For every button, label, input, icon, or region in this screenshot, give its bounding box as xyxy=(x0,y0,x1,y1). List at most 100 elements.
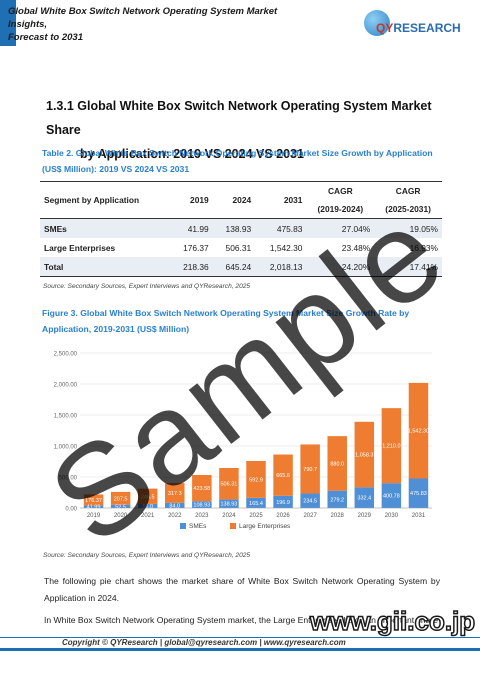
cell-segment: Total xyxy=(40,257,171,277)
cell-2024: 138.93 xyxy=(212,218,256,238)
cell-2019: 218.36 xyxy=(170,257,213,277)
data-label-smes: 165.4 xyxy=(249,501,263,507)
cell-2019: 41.99 xyxy=(170,218,213,238)
data-label-large-enterprises: 423.58 xyxy=(193,486,210,492)
data-label-large-enterprises: 880.0 xyxy=(330,461,344,467)
header-segment: Segment by Application xyxy=(40,181,171,219)
logo-suffix: RESEARCH xyxy=(393,21,461,35)
data-label-smes: 138.93 xyxy=(221,502,238,508)
table-source: Source: Secondary Sources, Expert Interv… xyxy=(43,283,251,290)
legend-swatch xyxy=(230,523,236,529)
cell-2024: 506.31 xyxy=(225,242,252,253)
bar-large-enterprises xyxy=(110,491,131,505)
stacked-bar-chart: 0.00 500.00 1,000.00 1,500.00 2,000.00 2,500.… xyxy=(54,352,432,530)
data-label-smes: 66.0 xyxy=(142,504,153,510)
globe-icon xyxy=(364,10,390,36)
section-title: 1.3.1 Global White Box Switch Network Op… xyxy=(46,94,466,166)
bar-smes xyxy=(192,501,212,508)
header-cagr-1-range: (2019-2024) xyxy=(306,200,375,219)
x-tick-label: 2020 xyxy=(114,513,128,519)
bar-smes xyxy=(273,495,293,508)
data-label-large-enterprises: 207.5 xyxy=(114,496,128,502)
bar-smes xyxy=(110,504,131,508)
data-label-large-enterprises: 1,058.3 xyxy=(355,453,373,459)
x-tick-label: 2019 xyxy=(87,513,101,519)
legend-label: SMEs xyxy=(189,523,207,530)
bar-smes xyxy=(408,478,429,508)
table-caption-line1: Table 2. Global White Box Switch Network… xyxy=(42,148,433,158)
bar-smes xyxy=(165,502,185,508)
y-tick-label: 500.00 xyxy=(59,476,78,482)
cell-2031: 1,542.30 xyxy=(269,242,303,253)
bar-large-enterprises xyxy=(192,474,212,502)
x-tick-label: 2024 xyxy=(222,513,236,519)
cell-2031: 2,018.13 xyxy=(255,257,307,277)
y-tick-label: 1,500.00 xyxy=(54,414,78,420)
header-2024: 2024 xyxy=(212,181,256,219)
legend-swatch xyxy=(180,523,186,529)
x-tick-label: 2022 xyxy=(168,513,182,519)
bar-smes xyxy=(83,505,104,508)
section-title-line1: 1.3.1 Global White Box Switch Network Op… xyxy=(46,99,432,137)
header-accent-stripe xyxy=(0,0,16,46)
x-tick-label: 2028 xyxy=(331,513,345,519)
cell-cagr-1: 23.48% xyxy=(341,242,371,253)
table-row: SMEs 41.99 138.93 475.83 27.04% 19.05% xyxy=(40,218,442,238)
x-tick-label: 2030 xyxy=(385,513,399,519)
bar-large-enterprises xyxy=(273,454,293,496)
header-cagr-2-range: (2025-2031) xyxy=(374,200,442,219)
report-title-line2: Forecast to 2031 xyxy=(8,32,83,43)
section-title-line2: by Application: 2019 VS 2024 VS 2031 xyxy=(80,147,304,161)
bar-large-enterprises xyxy=(408,382,429,479)
data-label-large-enterprises: 176.37 xyxy=(85,498,102,504)
figure-source: Source: Secondary Sources, Expert Interv… xyxy=(43,552,251,559)
header-cagr-2: CAGR xyxy=(374,181,442,200)
x-tick-label: 2029 xyxy=(358,513,372,519)
bar-smes xyxy=(354,487,375,508)
data-label-large-enterprises: 1,542.30 xyxy=(408,429,429,435)
data-label-smes: 108.93 xyxy=(193,503,210,509)
table-caption: Table 2. Global White Box Switch Network… xyxy=(42,145,442,177)
report-title: Global White Box Switch Network Operatin… xyxy=(8,5,318,44)
bar-large-enterprises xyxy=(381,408,402,484)
header-cagr-1: CAGR xyxy=(306,181,375,200)
data-label-smes: 234.5 xyxy=(303,499,317,505)
cell-cagr-1: 24.20% xyxy=(306,257,375,277)
bar-large-enterprises xyxy=(300,444,320,494)
bar-large-enterprises xyxy=(165,483,185,503)
bar-large-enterprises xyxy=(83,494,104,506)
cell-segment: SMEs xyxy=(40,218,171,238)
data-label-smes: 279.2 xyxy=(330,497,344,503)
logo-prefix: QY xyxy=(376,21,394,35)
cell-cagr-2: 17.41% xyxy=(374,257,442,277)
x-tick-label: 2027 xyxy=(303,513,317,519)
footer-divider xyxy=(0,637,480,638)
paragraph-pie-intro: The following pie chart shows the market… xyxy=(44,576,440,603)
cell-cagr-2: 16.93% xyxy=(409,242,438,253)
cell-segment: Large Enterprises xyxy=(44,242,116,253)
data-label-smes: 196.9 xyxy=(276,500,290,506)
header-2019: 2019 xyxy=(170,181,213,219)
data-label-large-enterprises: 246.5 xyxy=(141,494,155,500)
data-label-smes: 475.83 xyxy=(410,491,427,497)
data-label-large-enterprises: 665.6 xyxy=(276,473,290,479)
cell-2024: 645.24 xyxy=(212,257,256,277)
bar-smes xyxy=(300,493,320,508)
market-size-table: Segment by Application 2019 2024 2031 CA… xyxy=(40,181,442,277)
footer-stripe xyxy=(0,648,480,651)
table-row: Total 218.36 645.24 2,018.13 24.20% 17.4… xyxy=(40,257,442,277)
bar-large-enterprises xyxy=(137,488,158,504)
bar-large-enterprises xyxy=(327,436,347,491)
data-label-smes: 52.5 xyxy=(115,504,126,510)
y-tick-label: 2,000.00 xyxy=(54,383,78,389)
data-label-large-enterprises: 1,210.0 xyxy=(382,444,400,450)
table-caption-line2: (US$ Million): 2019 VS 2024 VS 2031 xyxy=(42,164,190,174)
figure-caption: Figure 3. Global White Box Switch Networ… xyxy=(42,305,442,337)
data-label-smes: 332.4 xyxy=(357,496,371,502)
x-tick-label: 2021 xyxy=(141,513,155,519)
data-label-large-enterprises: 790.7 xyxy=(303,467,317,473)
bar-smes xyxy=(246,497,266,508)
x-tick-label: 2031 xyxy=(412,513,426,519)
y-tick-label: 2,500.00 xyxy=(54,352,78,358)
bar-smes xyxy=(381,483,402,508)
